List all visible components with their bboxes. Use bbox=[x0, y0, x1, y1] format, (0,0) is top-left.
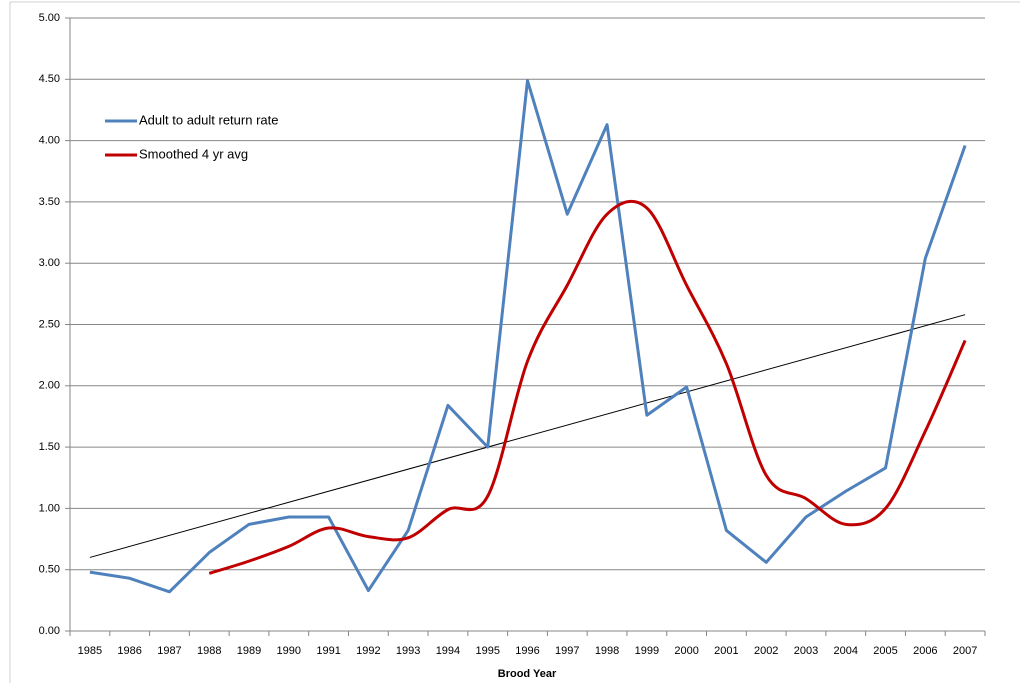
y-tick-label: 4.50 bbox=[39, 73, 60, 85]
x-tick-label: 1999 bbox=[635, 645, 659, 657]
x-tick-label: 1993 bbox=[396, 645, 420, 657]
y-tick-label: 3.50 bbox=[39, 196, 60, 208]
x-axis-title: Brood Year bbox=[498, 668, 557, 680]
y-tick-label: 0.50 bbox=[39, 564, 60, 576]
x-tick-label: 2007 bbox=[953, 645, 977, 657]
y-tick-label: 2.50 bbox=[39, 318, 60, 330]
y-tick-label: 0.00 bbox=[39, 625, 60, 637]
x-tick-label: 1985 bbox=[78, 645, 102, 657]
x-tick-label: 1997 bbox=[555, 645, 579, 657]
x-tick-label: 1996 bbox=[515, 645, 539, 657]
series-line bbox=[208, 199, 967, 575]
x-tick-label: 2002 bbox=[754, 645, 778, 657]
y-tick-label: 3.00 bbox=[39, 257, 60, 269]
y-tick-label: 5.00 bbox=[39, 12, 60, 24]
x-tick-label: 1995 bbox=[475, 645, 499, 657]
x-tick-label: 2001 bbox=[714, 645, 738, 657]
x-tick-label: 1989 bbox=[237, 645, 261, 657]
y-tick-label: 2.00 bbox=[39, 380, 60, 392]
x-tick-label: 2003 bbox=[794, 645, 818, 657]
x-tick-label: 2006 bbox=[913, 645, 937, 657]
x-tick-label: 2005 bbox=[873, 645, 897, 657]
x-tick-label: 2004 bbox=[834, 645, 858, 657]
legend-label: Adult to adult return rate bbox=[139, 112, 278, 127]
x-tick-label: 1987 bbox=[157, 645, 181, 657]
x-tick-label: 1986 bbox=[117, 645, 141, 657]
x-tick-label: 1991 bbox=[316, 645, 340, 657]
x-tick-label: 1998 bbox=[595, 645, 619, 657]
x-tick-label: 1990 bbox=[277, 645, 301, 657]
legend-label: Smoothed 4 yr avg bbox=[139, 146, 248, 161]
x-tick-label: 2000 bbox=[674, 645, 698, 657]
x-tick-label: 1988 bbox=[197, 645, 221, 657]
x-tick-label: 1994 bbox=[436, 645, 460, 657]
trendline bbox=[89, 314, 966, 558]
y-tick-label: 1.00 bbox=[39, 502, 60, 514]
y-tick-label: 1.50 bbox=[39, 441, 60, 453]
y-tick-label: 4.00 bbox=[39, 135, 60, 147]
x-tick-label: 1992 bbox=[356, 645, 380, 657]
